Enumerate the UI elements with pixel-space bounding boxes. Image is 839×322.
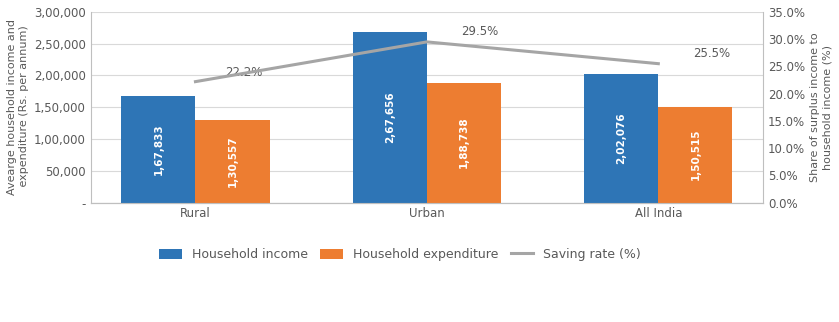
Saving rate (%) <box>422 40 432 44</box>
Bar <box>427 83 501 203</box>
Bar <box>353 33 427 203</box>
Saving rate (%) <box>654 62 664 66</box>
Saving rate (%) <box>190 80 201 84</box>
Text: 25.5%: 25.5% <box>693 47 730 60</box>
Y-axis label: Share of surplus income to
household income (%): Share of surplus income to household inc… <box>810 33 832 182</box>
Legend: Household income, Household expenditure, Saving rate (%): Household income, Household expenditure,… <box>154 243 646 266</box>
Text: 29.5%: 29.5% <box>461 25 499 38</box>
Text: 1,30,557: 1,30,557 <box>227 135 237 187</box>
Bar <box>122 96 195 203</box>
Text: 22.2%: 22.2% <box>226 66 263 79</box>
Line: Saving rate (%): Saving rate (%) <box>195 42 659 82</box>
Bar <box>659 107 732 203</box>
Text: 1,67,833: 1,67,833 <box>154 123 164 175</box>
Bar <box>195 119 269 203</box>
Y-axis label: Avearge household income and
 expenditure (Rs. per annum): Avearge household income and expenditure… <box>7 19 29 195</box>
Text: 2,02,076: 2,02,076 <box>617 112 626 164</box>
Text: 1,50,515: 1,50,515 <box>690 129 701 180</box>
Text: 2,67,656: 2,67,656 <box>385 92 395 143</box>
Bar <box>584 74 659 203</box>
Text: 1,88,738: 1,88,738 <box>459 117 469 168</box>
